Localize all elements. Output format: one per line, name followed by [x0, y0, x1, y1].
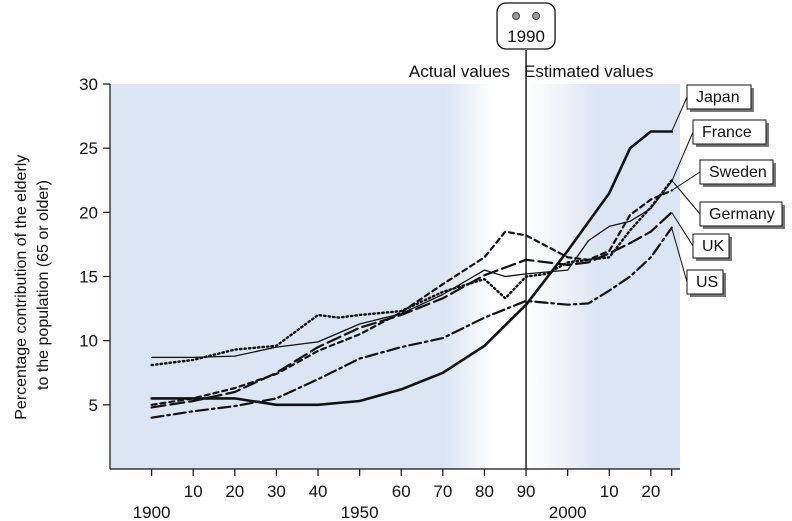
- y-axis-title-line1: Percentage contribution of the elderly: [13, 155, 30, 420]
- legend-leader-sweden: [671, 171, 701, 191]
- legend-leader-japan: [671, 96, 688, 132]
- x-tick-label: 30: [267, 482, 286, 501]
- x-tick-label: 90: [517, 482, 536, 501]
- y-tick-label: 15: [79, 268, 98, 287]
- legend-callouts: Japan France Sweden Germany UK US: [671, 84, 785, 297]
- plot-bg-actual: [110, 84, 447, 469]
- x-tick-label: 20: [641, 482, 660, 501]
- plot-bg-fade-right: [526, 84, 597, 469]
- annotation-actual-values: Actual values: [409, 62, 510, 81]
- legend-box-uk: [692, 233, 730, 259]
- plot-bg-fade-left: [446, 84, 527, 469]
- y-tick-label: 20: [79, 203, 98, 222]
- x-tick-label: 80: [475, 482, 494, 501]
- series-line-germany: [150, 179, 673, 367]
- legend-leader-france: [671, 131, 694, 182]
- series-line-france: [150, 180, 673, 359]
- legend-leader-us: [671, 227, 688, 283]
- x-tick-label: 10: [600, 482, 619, 501]
- y-tick-label: 5: [89, 396, 98, 415]
- legend-label-us: US: [696, 274, 718, 291]
- y-axis-title-line2: to the population (65 or older): [35, 180, 52, 390]
- legend-box-france: [692, 119, 767, 145]
- plot-bg-estimated: [596, 84, 680, 469]
- x-tick-label: 60: [392, 482, 411, 501]
- divider-tag-label: 1990: [507, 27, 545, 46]
- annotation-estimated-values: Estimated values: [524, 62, 653, 81]
- x-tick-label: 10: [184, 482, 203, 501]
- x-tick-label: 40: [309, 482, 328, 501]
- y-axis-title: Percentage contribution of the elderly t…: [13, 150, 52, 420]
- legend-label-japan: Japan: [696, 89, 740, 106]
- legend-leader-uk: [671, 212, 694, 247]
- legend-label-uk: UK: [702, 238, 725, 255]
- y-tick-label: 30: [79, 75, 98, 94]
- series-line-us: [150, 226, 673, 419]
- x-tick-label-century: 1900: [133, 503, 171, 521]
- x-tick-label: 20: [225, 482, 244, 501]
- tag-pin-icon: [512, 12, 521, 20]
- series-line-japan: [150, 130, 674, 407]
- legend-box-sweden: [699, 159, 774, 185]
- x-tick-label-century: 1950: [341, 503, 379, 521]
- axes: 5 10 15 20 25 30 10 20 30 40 60 70 80 90 10 20 1900 1950 2…: [79, 75, 680, 521]
- x-tick-label: 70: [433, 482, 452, 501]
- y-tick-label: 25: [79, 139, 98, 158]
- legend-leader-germany: [671, 179, 701, 215]
- series-line-sweden: [150, 189, 673, 406]
- series-line-uk: [150, 211, 673, 409]
- y-tick-label: 10: [79, 332, 98, 351]
- legend-label-sweden: Sweden: [709, 164, 767, 181]
- legend-label-france: France: [702, 124, 752, 141]
- legend-box-japan: [686, 84, 752, 110]
- tag-pin-icon: [532, 12, 541, 20]
- legend-box-germany: [699, 201, 783, 227]
- legend-box-us: [686, 269, 724, 295]
- divider-tag: [496, 2, 556, 50]
- legend-label-germany: Germany: [709, 206, 775, 223]
- x-tick-label-century: 2000: [549, 503, 587, 521]
- series-lines: [150, 130, 674, 419]
